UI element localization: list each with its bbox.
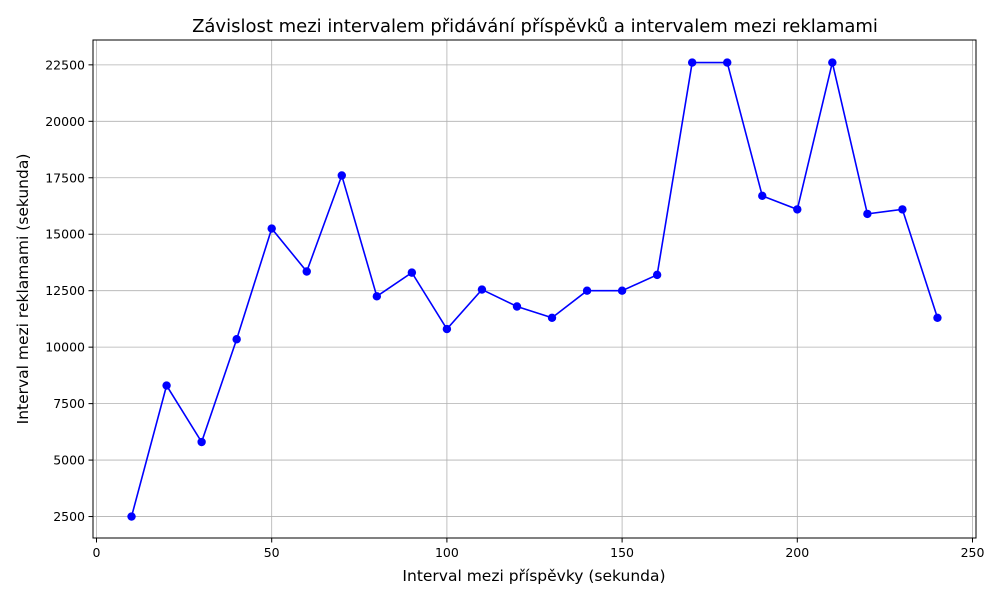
data-point bbox=[617, 286, 627, 295]
data-point bbox=[898, 205, 907, 214]
data-point bbox=[652, 270, 662, 280]
data-point bbox=[477, 285, 487, 294]
plot-frame bbox=[92, 39, 977, 539]
data-point bbox=[758, 191, 767, 201]
chart-title: Závislost mezi intervalem přidávání přís… bbox=[192, 16, 878, 37]
y-tick-label: 5000 bbox=[53, 453, 85, 468]
y-tick-label: 17500 bbox=[45, 170, 85, 185]
data-point bbox=[232, 335, 241, 344]
data-point bbox=[442, 324, 452, 334]
data-point bbox=[723, 58, 732, 67]
data-point bbox=[863, 209, 872, 219]
data-point bbox=[582, 286, 592, 295]
y-tick-label: 15000 bbox=[45, 227, 85, 242]
data-point bbox=[547, 313, 557, 322]
data-point bbox=[197, 437, 206, 447]
data-point bbox=[372, 292, 382, 301]
x-tick-label: 150 bbox=[610, 545, 634, 560]
y-tick-label: 12500 bbox=[45, 283, 85, 298]
y-tick-label: 7500 bbox=[53, 396, 85, 411]
data-point bbox=[933, 313, 942, 322]
data-point bbox=[687, 58, 697, 67]
x-tick-label: 100 bbox=[435, 545, 459, 560]
data-point bbox=[162, 381, 171, 390]
data-point bbox=[302, 267, 311, 276]
y-tick-label: 22500 bbox=[45, 57, 85, 72]
data-point bbox=[512, 302, 522, 311]
data-point bbox=[828, 58, 837, 67]
x-axis-label: Interval mezi příspěvky (sekunda) bbox=[402, 567, 665, 585]
y-tick-label: 20000 bbox=[45, 114, 85, 129]
x-tick-label: 250 bbox=[961, 545, 985, 560]
data-point bbox=[127, 512, 136, 521]
data-point bbox=[337, 171, 346, 180]
data-point bbox=[793, 205, 802, 214]
data-point bbox=[407, 268, 417, 277]
x-tick-label: 50 bbox=[264, 545, 280, 560]
y-axis-label: Interval mezi reklamami (sekunda) bbox=[14, 154, 32, 425]
x-tick-label: 0 bbox=[93, 545, 101, 560]
axis-ticks: 0 50 100 150 200 250 2500 5000 7500 10000 12500 150… bbox=[45, 57, 984, 560]
y-tick-label: 10000 bbox=[45, 340, 85, 355]
plot-area bbox=[127, 58, 942, 521]
data-point bbox=[267, 224, 276, 233]
y-tick-label: 2500 bbox=[53, 509, 85, 524]
series-line bbox=[130, 61, 939, 517]
x-tick-label: 200 bbox=[785, 545, 809, 560]
grid bbox=[93, 40, 976, 538]
